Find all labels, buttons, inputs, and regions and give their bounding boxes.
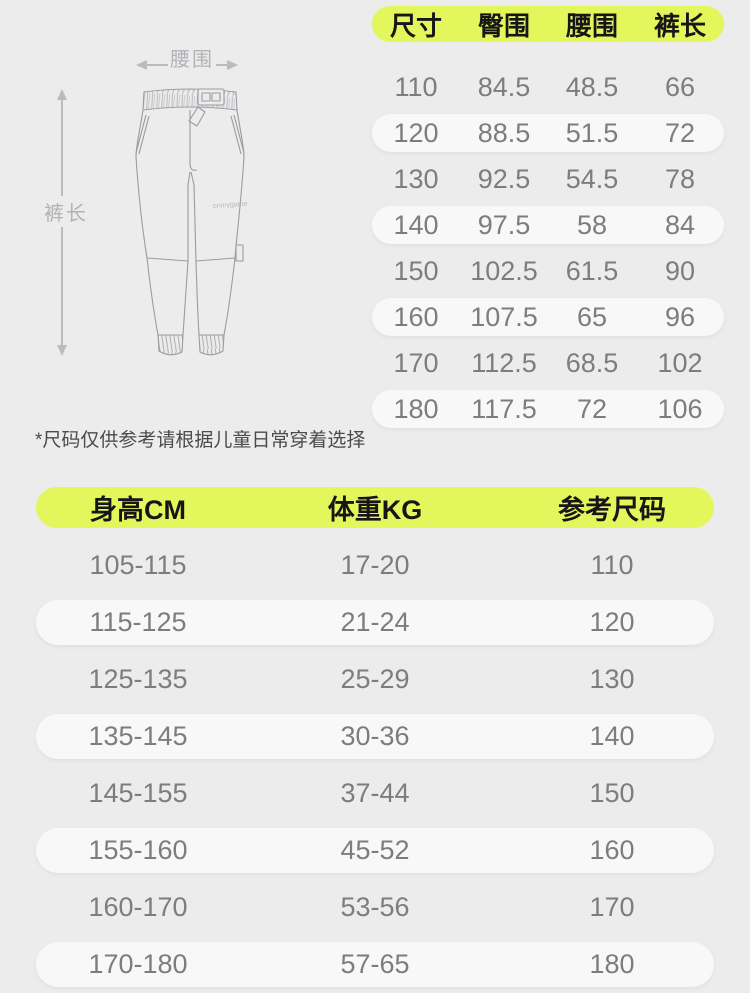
waist-dimension-label: 腰围 bbox=[168, 42, 216, 73]
table-row: 170 112.5 68.5 102 bbox=[372, 340, 724, 386]
table-cell: 96 bbox=[664, 301, 696, 332]
table-cell: 21-24 bbox=[340, 607, 410, 637]
table-cell: 17-20 bbox=[340, 550, 410, 580]
table-cell: 130 bbox=[393, 163, 439, 194]
table-row: 135-145 30-36 140 bbox=[36, 714, 714, 759]
table-cell: 120 bbox=[393, 117, 439, 148]
table-cell: 37-44 bbox=[340, 778, 410, 808]
table-cell: 115-125 bbox=[89, 607, 187, 637]
table-cell: 135-145 bbox=[88, 721, 188, 751]
table-row: 125-135 25-29 130 bbox=[36, 651, 714, 708]
column-header: 腰围 bbox=[565, 11, 618, 41]
table-row: 160-170 53-56 170 bbox=[36, 879, 714, 936]
table-cell: 97.5 bbox=[477, 209, 531, 240]
table-cell: 45-52 bbox=[340, 835, 410, 865]
table-cell: 160-170 bbox=[88, 892, 188, 922]
table-cell: 110 bbox=[590, 550, 634, 580]
table-cell: 51.5 bbox=[565, 117, 619, 148]
table-cell: 140 bbox=[393, 209, 439, 240]
table-cell: 155-160 bbox=[88, 835, 188, 865]
table-cell: 125-135 bbox=[88, 664, 188, 694]
size-table-rows: 110 84.5 48.5 66 120 88.5 51.5 72 130 92.5 54.5 78 1… bbox=[372, 64, 724, 428]
size-disclaimer-note: *尺码仅供参考请根据儿童日常穿着选择 bbox=[35, 430, 366, 451]
table-cell: 61.5 bbox=[565, 255, 619, 286]
table-row: 140 97.5 58 84 bbox=[372, 206, 724, 244]
table-cell: 48.5 bbox=[565, 71, 619, 102]
table-cell: 102 bbox=[657, 347, 703, 378]
table-cell: 78 bbox=[664, 163, 696, 194]
table-cell: 54.5 bbox=[565, 163, 619, 194]
fit-table-rows: 105-115 17-20 110 115-125 21-24 120 125-135 25-… bbox=[36, 537, 714, 987]
table-row: 155-160 45-52 160 bbox=[36, 828, 714, 873]
table-cell: 112.5 bbox=[471, 347, 537, 378]
table-cell: 92.5 bbox=[477, 163, 531, 194]
table-cell: 110 bbox=[394, 71, 438, 102]
table-cell: 72 bbox=[576, 393, 608, 424]
table-row: 120 88.5 51.5 72 bbox=[372, 114, 724, 152]
table-cell: 88.5 bbox=[477, 117, 531, 148]
table-cell: 130 bbox=[589, 664, 635, 694]
column-header: 裤长 bbox=[653, 11, 706, 41]
table-row: 170-180 57-65 180 bbox=[36, 942, 714, 987]
table-cell: 106 bbox=[657, 393, 703, 424]
table-cell: 170 bbox=[393, 347, 439, 378]
length-dimension-label: 裤长 bbox=[42, 196, 90, 227]
table-cell: 84.5 bbox=[477, 71, 531, 102]
table-cell: 84 bbox=[664, 209, 696, 240]
table-cell: 102.5 bbox=[470, 255, 538, 286]
table-row: 145-155 37-44 150 bbox=[36, 765, 714, 822]
table-cell: 25-29 bbox=[340, 664, 410, 694]
size-measurements-table: 尺寸 臀围 腰围 裤长 110 84.5 48.5 66 120 88.5 51.5 72 130 92… bbox=[372, 6, 724, 432]
column-header: 身高CM bbox=[90, 495, 186, 525]
table-cell: 150 bbox=[589, 778, 635, 808]
table-cell: 145-155 bbox=[88, 778, 188, 808]
column-header: 参考尺码 bbox=[558, 495, 666, 525]
table-cell: 57-65 bbox=[340, 949, 410, 979]
fit-table-header-row: 身高CM 体重KG 参考尺码 bbox=[36, 487, 714, 528]
table-cell: 180 bbox=[393, 393, 439, 424]
brand-print-text: onmygame bbox=[213, 201, 248, 210]
column-header: 体重KG bbox=[327, 495, 423, 525]
column-header: 尺寸 bbox=[389, 11, 442, 41]
table-cell: 72 bbox=[664, 117, 696, 148]
size-table-header-row: 尺寸 臀围 腰围 裤长 bbox=[372, 6, 724, 42]
table-cell: 150 bbox=[393, 255, 439, 286]
table-row: 150 102.5 61.5 90 bbox=[372, 248, 724, 294]
table-cell: 120 bbox=[589, 607, 635, 637]
table-cell: 160 bbox=[589, 835, 635, 865]
table-cell: 180 bbox=[589, 949, 635, 979]
table-cell: 140 bbox=[589, 721, 635, 751]
table-row: 180 117.5 72 106 bbox=[372, 390, 724, 428]
table-row: 130 92.5 54.5 78 bbox=[372, 156, 724, 202]
column-header: 臀围 bbox=[477, 11, 530, 41]
table-row: 115-125 21-24 120 bbox=[36, 600, 714, 645]
table-row: 160 107.5 65 96 bbox=[372, 298, 724, 336]
table-cell: 170 bbox=[589, 892, 635, 922]
table-cell: 66 bbox=[664, 71, 696, 102]
pants-measurement-diagram: onmygame 腰围 裤长 bbox=[0, 0, 370, 420]
table-cell: 107.5 bbox=[470, 301, 538, 332]
table-cell: 105-115 bbox=[89, 550, 187, 580]
table-cell: 170-180 bbox=[88, 949, 188, 979]
table-row: 105-115 17-20 110 bbox=[36, 537, 714, 594]
table-cell: 160 bbox=[393, 301, 439, 332]
table-cell: 58 bbox=[576, 209, 608, 240]
height-weight-fit-table: 身高CM 体重KG 参考尺码 105-115 17-20 110 115-125 21-24… bbox=[36, 487, 714, 993]
size-chart-page: { "colors": { "background": "#ececec", "… bbox=[0, 0, 724, 987]
table-cell: 65 bbox=[576, 301, 608, 332]
table-cell: 30-36 bbox=[340, 721, 410, 751]
table-cell: 68.5 bbox=[565, 347, 619, 378]
table-cell: 53-56 bbox=[340, 892, 410, 922]
table-row: 110 84.5 48.5 66 bbox=[372, 64, 724, 110]
table-cell: 117.5 bbox=[471, 393, 537, 424]
table-cell: 90 bbox=[664, 255, 696, 286]
pants-line-drawing: onmygame bbox=[57, 60, 248, 356]
